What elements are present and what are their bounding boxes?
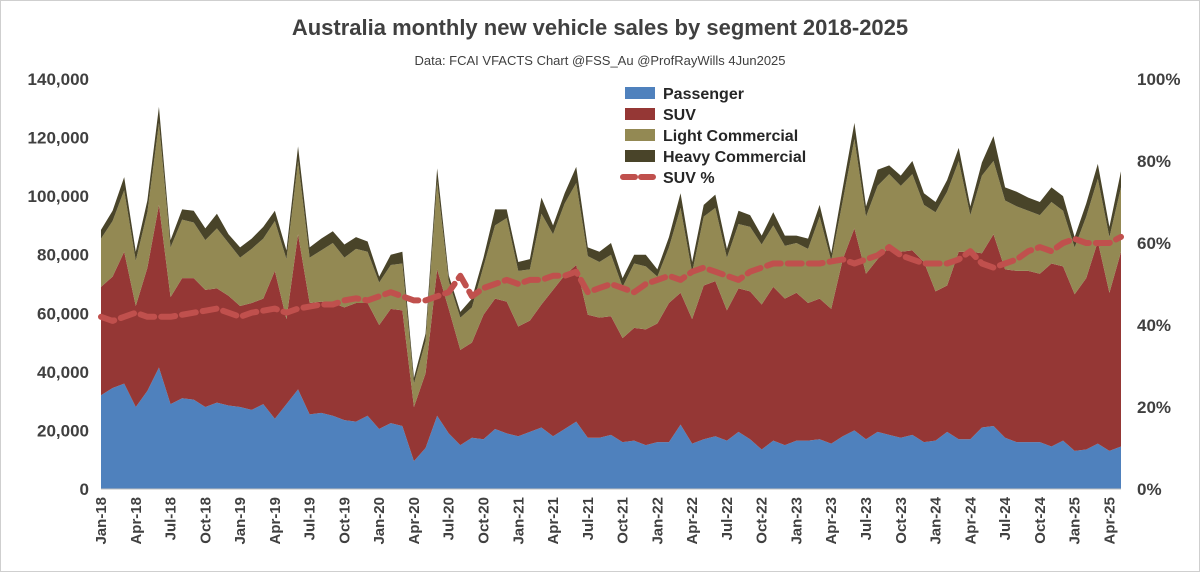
area-passenger xyxy=(101,367,1121,489)
x-tick-label: Apr-21 xyxy=(545,497,562,545)
x-tick-label: Apr-18 xyxy=(128,497,145,545)
line-suv-percent xyxy=(98,233,1124,324)
y-right-tick-label: 80% xyxy=(1137,152,1171,171)
legend-swatch xyxy=(625,108,655,120)
x-tick-label: Jan-18 xyxy=(93,497,110,545)
legend-label: Light Commercial xyxy=(663,128,798,145)
x-tick-label: Apr-19 xyxy=(267,497,284,545)
x-tick-label: Jul-22 xyxy=(719,497,736,540)
x-tick-label: Jul-19 xyxy=(302,497,319,540)
y-right-tick-label: 40% xyxy=(1137,316,1171,335)
x-tick-label: Apr-23 xyxy=(823,497,840,545)
x-tick-label: Oct-22 xyxy=(754,497,771,544)
legend-swatch xyxy=(625,150,655,162)
y-left-tick-label: 120,000 xyxy=(28,129,89,148)
x-tick-label: Oct-21 xyxy=(615,497,632,544)
x-tick-label: Apr-20 xyxy=(406,497,423,545)
x-tick-label: Jul-21 xyxy=(580,497,597,540)
area-series-group xyxy=(101,106,1121,489)
x-tick-label: Oct-24 xyxy=(1032,496,1049,543)
legend-label: SUV % xyxy=(663,170,715,187)
x-tick-label: Apr-24 xyxy=(962,496,979,544)
legend-label: Heavy Commercial xyxy=(663,149,806,166)
area-light-commercial xyxy=(101,122,1121,408)
x-tick-label: Oct-19 xyxy=(336,497,353,544)
x-tick-label: Jan-23 xyxy=(788,497,805,545)
y-right-tick-label: 20% xyxy=(1137,398,1171,417)
y-axis-left: 0 20,000 40,000 60,000 80,000 100,000 120,000 1… xyxy=(28,70,89,499)
x-tick-label: Oct-20 xyxy=(476,497,493,544)
y-left-tick-label: 60,000 xyxy=(37,304,89,323)
legend: Passenger SUV Light Commercial Heavy Commer… xyxy=(620,86,806,187)
x-tick-label: Apr-25 xyxy=(1101,497,1118,545)
y-left-tick-label: 40,000 xyxy=(37,363,89,382)
y-left-tick-label: 0 xyxy=(80,480,89,499)
y-right-tick-label: 100% xyxy=(1137,70,1180,89)
x-tick-label: Jul-18 xyxy=(163,497,180,540)
x-tick-label: Jan-20 xyxy=(371,497,388,545)
area-suv xyxy=(101,204,1121,462)
y-left-tick-label: 100,000 xyxy=(28,187,89,206)
x-axis: Jan-18 Apr-18 Jul-18 Oct-18 Jan-19 Apr-19 Jul-… xyxy=(93,496,1118,544)
x-tick-label: Jul-20 xyxy=(441,497,458,540)
legend-swatch xyxy=(625,129,655,141)
legend-label: SUV xyxy=(663,107,696,124)
chart-subtitle: Data: FCAI VFACTS Chart @FSS_Au @ProfRay… xyxy=(414,53,786,68)
x-tick-label: Oct-23 xyxy=(893,497,910,544)
x-tick-label: Oct-18 xyxy=(197,497,214,544)
x-tick-label: Jan-24 xyxy=(928,496,945,544)
x-tick-label: Apr-22 xyxy=(684,497,701,545)
x-tick-label: Jan-22 xyxy=(649,497,666,545)
legend-swatch xyxy=(625,87,655,99)
y-right-tick-label: 60% xyxy=(1137,234,1171,253)
y-left-tick-label: 80,000 xyxy=(37,246,89,265)
chart-title: Australia monthly new vehicle sales by s… xyxy=(291,15,909,40)
x-tick-label: Jul-24 xyxy=(997,496,1014,540)
x-tick-label: Jan-19 xyxy=(232,497,249,545)
x-tick-label: Jul-23 xyxy=(858,497,875,540)
y-left-tick-label: 140,000 xyxy=(28,70,89,89)
legend-label: Passenger xyxy=(663,86,744,103)
x-tick-label: Jan-21 xyxy=(510,497,527,545)
y-left-tick-label: 20,000 xyxy=(37,421,89,440)
area-heavy-commercial xyxy=(101,106,1121,384)
y-right-tick-label: 0% xyxy=(1137,480,1162,499)
y-axis-right: 0% 20% 40% 60% 80% 100% xyxy=(1137,70,1180,499)
x-tick-label: Jan-25 xyxy=(1067,497,1084,545)
